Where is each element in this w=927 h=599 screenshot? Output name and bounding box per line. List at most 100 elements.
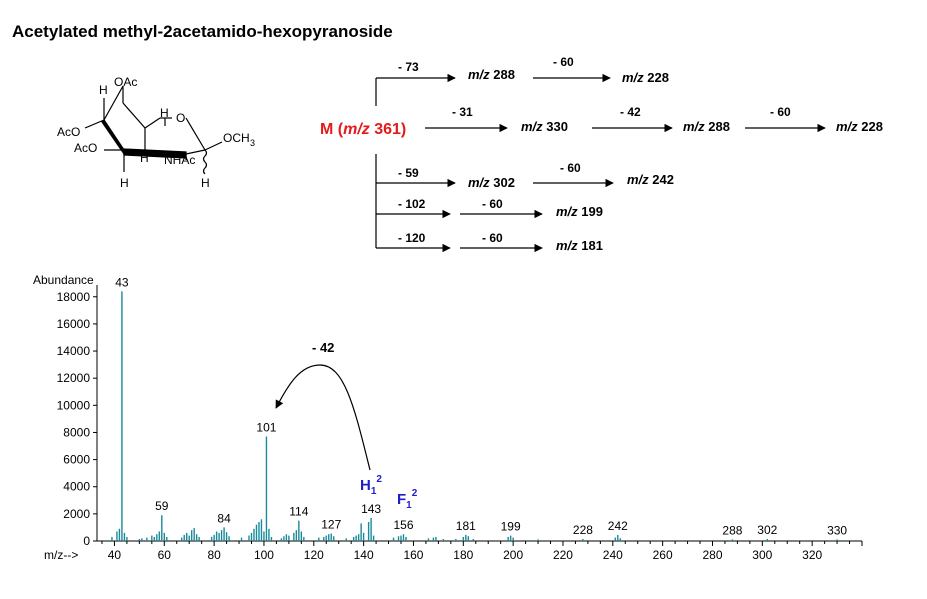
bond (204, 141, 223, 151)
atom-label: H (201, 176, 210, 190)
peak-labels: 43 59 84 101 114 127 143 156 181 199 228 242 288 302 3… (115, 275, 847, 537)
fragment-ion: m/z 181 (556, 238, 603, 253)
neutral-loss-arrow (275, 364, 371, 471)
ion-label-h-sub: 1 (371, 486, 377, 497)
bond (122, 102, 146, 129)
x-tick-label: 180 (453, 548, 473, 562)
x-tick-label: 60 (158, 548, 172, 562)
ion-label-h-letter: H (360, 477, 371, 494)
y-tick-label: 2000 (63, 507, 90, 521)
x-tick-label: 300 (752, 548, 772, 562)
figure-title: Acetylated methyl-2acetamido-hexopyranos… (12, 22, 393, 41)
x-tick-label: 220 (553, 548, 573, 562)
x-tick-label: 40 (108, 548, 122, 562)
atom-label: H (140, 151, 149, 165)
x-tick-label: 260 (653, 548, 673, 562)
peak-label: 228 (573, 523, 593, 537)
y-axis-title: Abundance (33, 273, 94, 287)
atom-label: OCH (223, 131, 250, 145)
x-tick-label: 100 (254, 548, 274, 562)
bond (84, 119, 105, 129)
atom-label: H (99, 83, 108, 97)
fragment-ion: m/z 199 (556, 204, 603, 219)
y-tick-label: 12000 (57, 371, 91, 385)
peak-label: 156 (393, 518, 413, 532)
wavy-bond (202, 149, 208, 175)
ion-label-f: F12 (397, 488, 418, 511)
ion-label-f-sup: 2 (412, 488, 418, 499)
y-tick-label: 14000 (57, 344, 91, 358)
molecule-structure (84, 85, 223, 175)
y-tick-label: 10000 (57, 398, 91, 412)
peak-label: 127 (321, 518, 341, 532)
atom-label: AcO (74, 141, 97, 155)
loss-label: - 60 (482, 197, 503, 211)
y-axis: 0 2000 4000 6000 8000 10000 12000 14000 16000 180… (57, 285, 98, 548)
ion-label-f-letter: F (397, 491, 406, 508)
parent-ion-prefix: M ( (320, 121, 344, 138)
ion-value: 199 (581, 204, 603, 219)
loss-label: - 60 (770, 105, 791, 119)
loss-label: - 60 (560, 161, 581, 175)
peak-label: 59 (155, 499, 169, 513)
x-tick-label: 240 (603, 548, 623, 562)
peak-label: 199 (501, 520, 521, 534)
fragment-ion: m/z 242 (627, 172, 674, 187)
ion-value: 330 (546, 119, 568, 134)
atom-label: NHAc (164, 153, 195, 167)
y-tick-label: 6000 (63, 453, 90, 467)
fragment-ion: m/z 228 (836, 119, 883, 134)
wedge-bond (101, 119, 125, 156)
x-tick-label: 140 (354, 548, 374, 562)
parent-ion-value: 361) (370, 121, 406, 138)
atom-label: AcO (57, 125, 80, 139)
bond (103, 85, 124, 121)
structure-labels: OAc H H O AcO AcO H NHAc H H OCH 3 (57, 75, 255, 190)
loss-label: - 60 (482, 231, 503, 245)
ion-label-h: H12 (360, 474, 382, 497)
neutral-loss-label: - 42 (312, 340, 334, 355)
y-tick-label: 16000 (57, 317, 91, 331)
ion-value: 228 (861, 119, 883, 134)
mz-prefix: m/z (521, 119, 543, 134)
peak-label: 143 (361, 502, 381, 516)
atom-label: O (176, 111, 185, 125)
peak-label: 288 (722, 523, 742, 537)
y-tick-label: 0 (83, 534, 90, 548)
mz-prefix: m/z (622, 70, 644, 85)
ion-value: 288 (708, 119, 730, 134)
peak-label: 181 (456, 519, 476, 533)
loss-label: - 31 (452, 105, 473, 119)
x-tick-label: 160 (403, 548, 423, 562)
ion-label-h-sup: 2 (376, 474, 382, 485)
loss-label: - 120 (398, 231, 426, 245)
y-tick-label: 8000 (63, 425, 90, 439)
mz-prefix: m/z (556, 204, 578, 219)
fragment-ion: m/z 288 (683, 119, 730, 134)
x-axis-title: m/z--> (44, 548, 78, 562)
mass-spectrum: Abundance m/z--> 0 2000 4000 6000 8000 10000 1… (33, 273, 863, 562)
atom-label: H (120, 176, 129, 190)
ion-value: 242 (652, 172, 674, 187)
x-tick-label: 80 (207, 548, 221, 562)
spectrum-annotations: - 42 H12 F12 (275, 340, 418, 511)
spectrum-peaks (111, 291, 838, 541)
x-axis: 40 60 80 100 120 140 160 180 200 220 240 260 280 300 3… (97, 540, 863, 562)
parent-ion-mz: m/z (343, 121, 370, 138)
atom-label: 3 (250, 138, 255, 148)
bond (144, 117, 161, 129)
loss-label: - 59 (398, 166, 419, 180)
peak-label: 114 (289, 505, 308, 519)
loss-label: - 73 (398, 60, 419, 74)
fragment-ion: m/z 288 (468, 67, 515, 82)
fragment-ion: m/z 228 (622, 70, 669, 85)
x-tick-label: 200 (503, 548, 523, 562)
ion-value: 288 (493, 67, 515, 82)
peak-label: 101 (256, 421, 276, 435)
peak-label: 330 (827, 523, 847, 537)
fragment-ion: m/z 330 (521, 119, 568, 134)
y-tick-label: 18000 (57, 290, 91, 304)
ion-value: 302 (493, 175, 515, 190)
x-tick-label: 120 (304, 548, 324, 562)
